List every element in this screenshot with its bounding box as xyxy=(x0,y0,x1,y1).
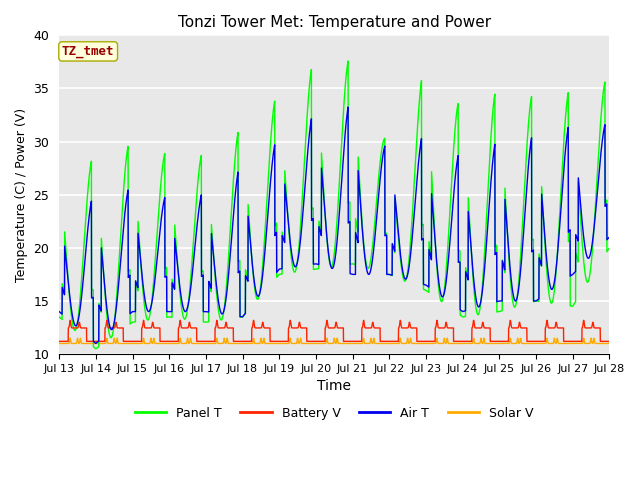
Battery V xyxy=(388,338,396,344)
Solar V xyxy=(173,341,181,347)
X-axis label: Time: Time xyxy=(317,379,351,394)
Line: Panel T: Panel T xyxy=(59,61,609,349)
Panel T xyxy=(173,257,181,263)
Panel T xyxy=(605,245,613,251)
Battery V xyxy=(67,317,74,323)
Y-axis label: Temperature (C) / Power (V): Temperature (C) / Power (V) xyxy=(15,108,28,282)
Title: Tonzi Tower Met: Temperature and Power: Tonzi Tower Met: Temperature and Power xyxy=(178,15,491,30)
Panel T xyxy=(398,267,406,273)
Air T xyxy=(398,262,406,268)
Panel T xyxy=(605,245,613,251)
Line: Solar V: Solar V xyxy=(59,338,609,344)
Panel T xyxy=(55,314,63,320)
Text: TZ_tmet: TZ_tmet xyxy=(62,45,115,58)
Battery V xyxy=(398,324,406,330)
Panel T xyxy=(92,346,100,352)
Air T xyxy=(388,272,396,278)
Solar V xyxy=(67,336,74,341)
Solar V xyxy=(554,336,561,341)
Line: Battery V: Battery V xyxy=(59,320,609,341)
Legend: Panel T, Battery V, Air T, Solar V: Panel T, Battery V, Air T, Solar V xyxy=(130,402,539,425)
Solar V xyxy=(398,340,406,346)
Solar V xyxy=(388,341,396,347)
Solar V xyxy=(209,341,217,347)
Line: Air T: Air T xyxy=(59,107,609,344)
Air T xyxy=(92,341,100,347)
Solar V xyxy=(605,341,613,347)
Panel T xyxy=(209,244,217,250)
Battery V xyxy=(605,338,613,344)
Air T xyxy=(605,235,613,240)
Air T xyxy=(605,234,613,240)
Air T xyxy=(554,252,561,258)
Battery V xyxy=(209,338,217,344)
Battery V xyxy=(55,338,63,344)
Panel T xyxy=(388,273,396,278)
Air T xyxy=(55,309,63,314)
Air T xyxy=(344,104,352,110)
Air T xyxy=(209,247,217,252)
Solar V xyxy=(605,341,613,347)
Battery V xyxy=(554,324,561,330)
Panel T xyxy=(554,250,561,256)
Battery V xyxy=(605,338,613,344)
Solar V xyxy=(55,341,63,347)
Battery V xyxy=(173,338,181,344)
Air T xyxy=(173,260,181,265)
Panel T xyxy=(344,58,352,64)
